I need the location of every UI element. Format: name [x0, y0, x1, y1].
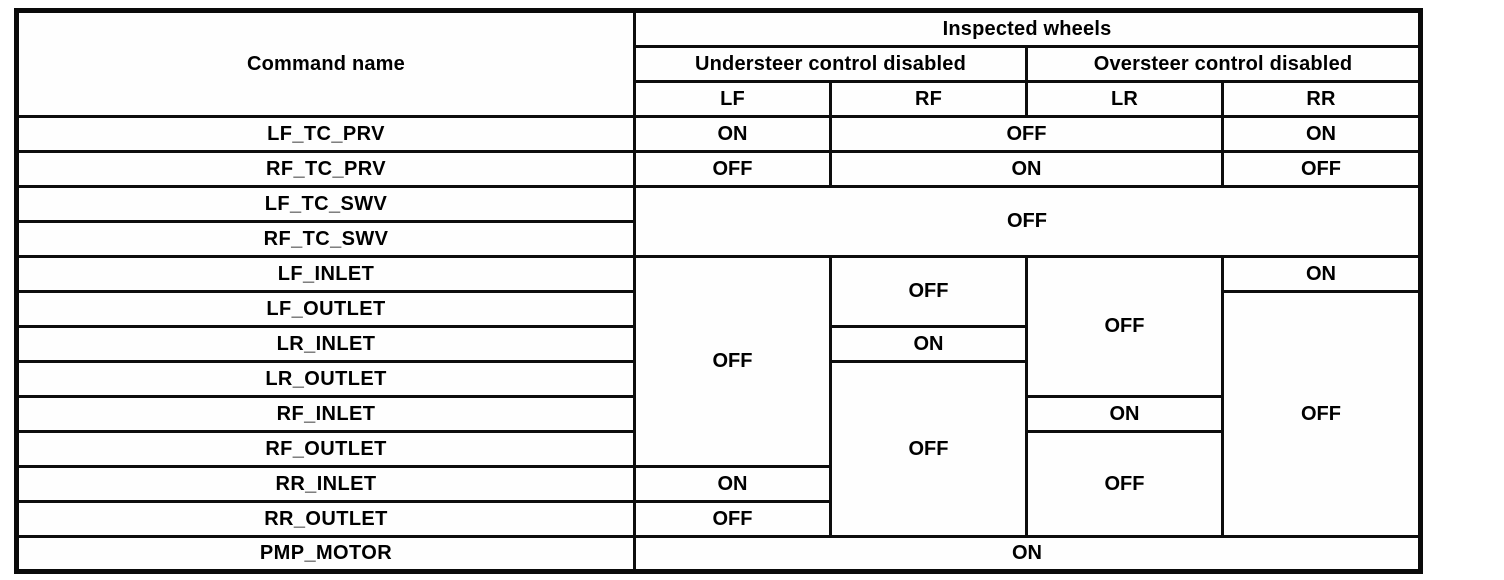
header-row-2: Understeer control disabled Oversteer co…: [17, 45, 1423, 83]
command-cell-rf-tc-prv: RF_TC_PRV: [15, 150, 636, 188]
state-cell: ON: [829, 325, 1028, 363]
command-cell-rf-inlet: RF_INLET: [15, 395, 636, 433]
state-cell: ON: [1025, 395, 1224, 433]
table-row: LR_INLET ON: [15, 325, 1421, 363]
state-cell: OFF: [633, 500, 832, 538]
state-cell: OFF: [632, 185, 1423, 258]
state-cell: ON: [829, 150, 1224, 188]
command-cell-rf-outlet: RF_OUTLET: [15, 430, 636, 468]
command-cell-rf-tc-swv: RF_TC_SWV: [15, 220, 636, 258]
header-oversteer-disabled: Oversteer control disabled: [1024, 45, 1423, 83]
command-cell-lf-outlet: LF_OUTLET: [15, 290, 636, 328]
table-row: LF_TC_PRV ON OFF ON: [15, 115, 1423, 153]
table-row: LF_INLET OFF OFF OFF ON: [15, 255, 1423, 468]
header-row-1: Command name Inspected wheels: [15, 9, 1423, 118]
table-row: RF_OUTLET OFF: [15, 430, 1421, 538]
command-cell-lf-inlet: LF_INLET: [15, 255, 636, 293]
state-cell: ON: [1220, 255, 1423, 293]
table-row: PMP_MOTOR ON: [15, 535, 1423, 573]
table-row: LR_OUTLET OFF: [15, 360, 1421, 538]
header-wheel-lr: LR: [1025, 80, 1224, 118]
table-row: RF_INLET ON: [15, 395, 1421, 433]
command-cell-lf-tc-swv: LF_TC_SWV: [15, 185, 636, 223]
command-cell-rr-inlet: RR_INLET: [15, 465, 636, 503]
command-cell-lf-tc-prv: LF_TC_PRV: [15, 115, 636, 153]
table-row: RR_OUTLET OFF: [15, 500, 1421, 538]
table-row: RR_INLET ON: [15, 465, 1421, 503]
header-understeer-disabled: Understeer control disabled: [633, 45, 1028, 83]
state-cell: OFF: [1220, 290, 1423, 538]
state-cell: ON: [1220, 115, 1423, 153]
header-command-name: Command name: [15, 9, 636, 118]
header-wheel-rr: RR: [1220, 80, 1423, 118]
state-cell: OFF: [1025, 430, 1224, 538]
header-wheel-rf: RF: [829, 80, 1028, 118]
state-cell: ON: [633, 115, 832, 153]
header-row-3: LF RF LR RR: [17, 80, 1423, 118]
command-cell-lr-inlet: LR_INLET: [15, 325, 636, 363]
state-cell: OFF: [1025, 255, 1224, 398]
state-cell: OFF: [829, 360, 1028, 538]
table-row: LF_TC_SWV OFF: [15, 185, 1423, 258]
state-cell: OFF: [829, 115, 1224, 153]
header-inspected-wheels: Inspected wheels: [632, 9, 1423, 48]
state-cell: OFF: [1220, 150, 1423, 188]
table-row: LF_OUTLET OFF: [15, 290, 1423, 538]
state-cell: OFF: [633, 255, 832, 468]
command-cell-pmp-motor: PMP_MOTOR: [15, 535, 636, 573]
header-wheel-lf: LF: [633, 80, 832, 118]
command-wheel-table: Command name Inspected wheels Understeer…: [14, 8, 1424, 574]
state-cell: ON: [633, 465, 832, 503]
state-cell: OFF: [829, 255, 1028, 328]
state-cell: ON: [632, 535, 1423, 573]
command-cell-rr-outlet: RR_OUTLET: [15, 500, 636, 538]
command-cell-lr-outlet: LR_OUTLET: [15, 360, 636, 398]
table-row: RF_TC_SWV: [15, 220, 1421, 258]
table-row: RF_TC_PRV OFF ON OFF: [15, 150, 1423, 188]
state-cell: OFF: [633, 150, 832, 188]
